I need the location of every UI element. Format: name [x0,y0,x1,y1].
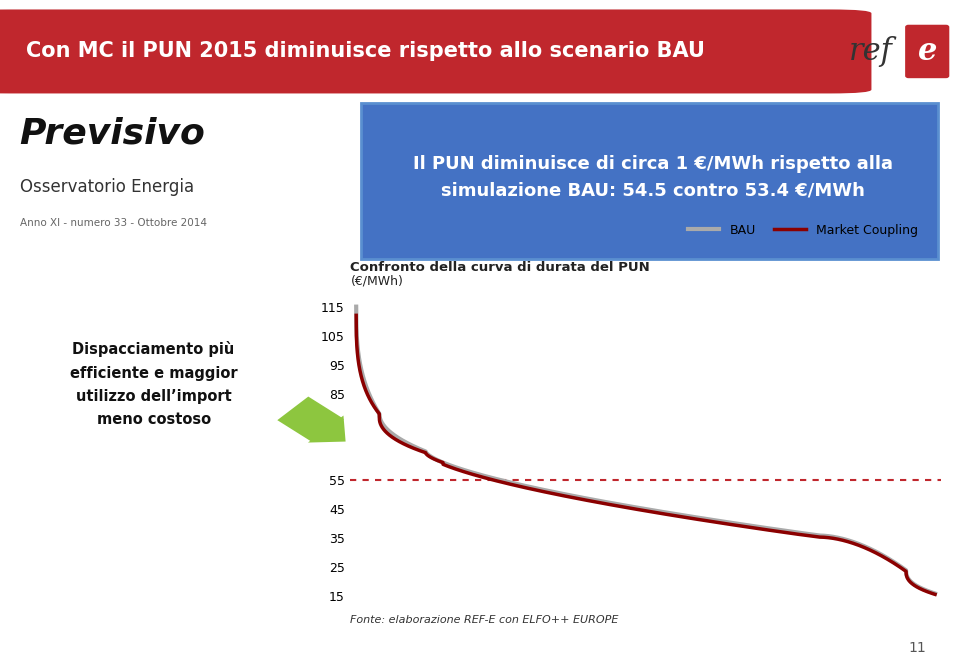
FancyBboxPatch shape [0,9,872,94]
Text: (€/MWh): (€/MWh) [350,275,403,288]
Legend: BAU, Market Coupling: BAU, Market Coupling [684,218,923,242]
Text: Con MC il PUN 2015 diminuisce rispetto allo scenario BAU: Con MC il PUN 2015 diminuisce rispetto a… [26,41,705,62]
FancyBboxPatch shape [905,25,949,78]
Text: Fonte: elaborazione REF-E con ELFO++ EUROPE: Fonte: elaborazione REF-E con ELFO++ EUR… [350,615,619,625]
Text: ref: ref [849,36,893,67]
Text: Anno XI - numero 33 - Ottobre 2014: Anno XI - numero 33 - Ottobre 2014 [19,218,206,228]
FancyBboxPatch shape [361,103,939,259]
Text: Confronto della curva di durata del PUN: Confronto della curva di durata del PUN [350,261,650,274]
FancyArrow shape [277,396,346,443]
Text: 11: 11 [909,641,926,655]
Text: e: e [918,36,937,67]
Text: Dispacciamento più
efficiente e maggior
utilizzo dell’import
meno costoso: Dispacciamento più efficiente e maggior … [70,341,237,428]
Text: Osservatorio Energia: Osservatorio Energia [19,177,194,196]
Text: Previsivo: Previsivo [19,117,205,151]
Text: Il PUN diminuisce di circa 1 €/MWh rispetto alla
simulazione BAU: 54.5 contro 53: Il PUN diminuisce di circa 1 €/MWh rispe… [413,155,893,200]
